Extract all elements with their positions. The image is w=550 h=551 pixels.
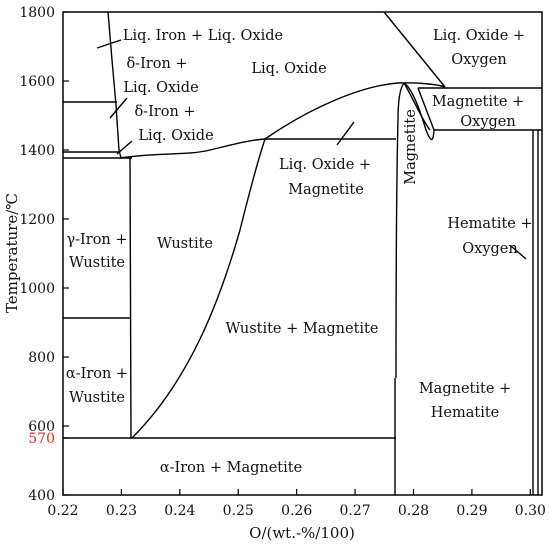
wustite-left-boundary-line: [129, 157, 132, 439]
label-liq-oxide-magnetite-l1: Liq. Oxide +: [279, 157, 371, 173]
label-wustite-magnetite: Wustite + Magnetite: [226, 321, 379, 337]
label-alpha-iron-magnetite: α-Iron + Magnetite: [160, 460, 302, 476]
y-tick-label: 1000: [19, 281, 55, 297]
x-axis-ticks: 0.22 0.23 0.24 0.25 0.26 0.27 0.28 0.29 0.30: [47, 489, 546, 519]
x-tick-label: 0.23: [106, 503, 137, 519]
label-hematite-oxygen-l2: Oxygen: [462, 241, 517, 257]
y-tick-label: 1400: [19, 143, 55, 159]
label-liq-oxide: Liq. Oxide: [251, 61, 326, 77]
label-delta-upper-l1: δ-Iron +: [126, 56, 187, 72]
label-gamma-iron-l2: Wustite: [69, 255, 125, 271]
y-tick-570-label: 570: [28, 431, 55, 447]
label-hematite-oxygen-l1: Hematite +: [447, 216, 532, 232]
label-delta-upper-l2: Liq. Oxide: [123, 80, 198, 96]
magnetite-oxygen-boundary-line: [417, 87, 435, 131]
phase-boundaries: [63, 11, 542, 495]
label-wustite: Wustite: [157, 236, 213, 252]
x-axis-title: O/(wt.-%/100): [249, 524, 355, 542]
wustite-right-boundary-curve: [131, 138, 266, 439]
label-alpha-iron-wustite-l1: α-Iron +: [66, 366, 128, 382]
label-gamma-iron-l1: γ-Iron +: [66, 232, 127, 248]
y-tick-label: 1200: [19, 212, 55, 228]
x-tick-label: 0.30: [515, 503, 546, 519]
leader-liq-oxide-magnetite-line: [336, 121, 355, 146]
magnetite-right-edge-line: [403, 82, 431, 131]
label-liq-iron-liq-oxide: Liq. Iron + Liq. Oxide: [123, 28, 283, 44]
leader-hematite-oxygen-line: [510, 245, 527, 260]
label-magnetite-hematite-l1: Magnetite +: [419, 381, 511, 397]
x-tick-label: 0.27: [339, 503, 370, 519]
y-tick-label: 400: [28, 488, 55, 504]
plot-frame: [62, 11, 543, 496]
label-magnetite-oxygen-l2: Oxygen: [460, 114, 515, 130]
y-tick-label: 800: [28, 350, 55, 366]
leader-liq-iron-line: [96, 39, 122, 49]
y-axis-title: Temperature/℃: [3, 193, 21, 313]
magnetite-right-boundary-curve: [403, 82, 435, 141]
label-alpha-iron-wustite-l2: Wustite: [69, 390, 125, 406]
label-liq-oxide-oxygen-l2: Oxygen: [451, 52, 506, 68]
label-liq-oxide-oxygen-l1: Liq. Oxide +: [433, 28, 525, 44]
x-tick-label: 0.29: [456, 503, 487, 519]
liquidus-iron-line: [107, 11, 122, 159]
liquid-oxide-oxygen-boundary-line: [383, 11, 446, 88]
wustite-solidus-curve: [119, 138, 266, 159]
label-magnetite-hematite-l2: Hematite: [431, 405, 500, 421]
label-delta-lower-l1: δ-Iron +: [134, 104, 195, 120]
y-tick-label: 1600: [19, 74, 55, 90]
leader-delta-lower-line: [116, 140, 133, 155]
y-tick-label: 600: [28, 419, 55, 435]
label-magnetite-oxygen-l1: Magnetite +: [432, 94, 524, 110]
y-axis-ticks: 400 600 800 1000 1200 1400 1600 1800: [19, 5, 69, 504]
label-liq-oxide-magnetite-l2: Magnetite: [288, 182, 364, 198]
x-tick-label: 0.28: [398, 503, 429, 519]
x-tick-label: 0.25: [223, 503, 254, 519]
leader-delta-upper-line: [109, 97, 128, 119]
y-tick-label: 1800: [19, 5, 55, 21]
x-tick-label: 0.22: [47, 503, 78, 519]
liquid-oxide-dome-curve: [264, 82, 446, 140]
region-labels: Liq. Iron + Liq. Oxide δ-Iron + Liq. Oxi…: [66, 28, 533, 476]
x-tick-label: 0.26: [281, 503, 312, 519]
label-magnetite-vertical: Magnetite: [403, 109, 419, 185]
magnetite-left-boundary-curve: [395, 82, 405, 379]
label-delta-lower-l2: Liq. Oxide: [138, 128, 213, 144]
x-tick-label: 0.24: [164, 503, 195, 519]
